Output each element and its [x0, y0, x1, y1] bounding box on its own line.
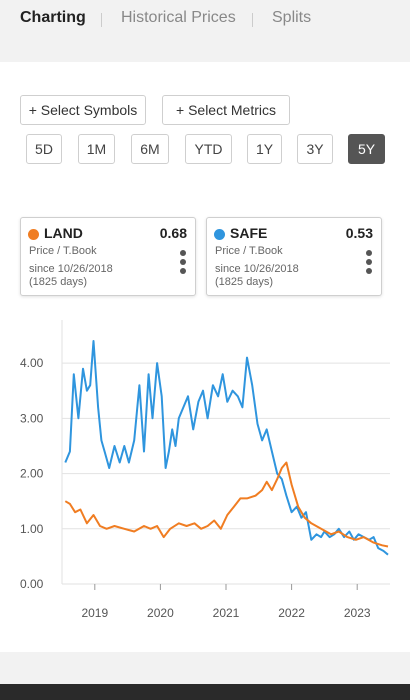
series-line-land: [64, 461, 389, 548]
range-6m-button[interactable]: 6M: [131, 134, 169, 164]
card-metric: Price / T.Book: [215, 245, 283, 257]
symbol-card-land[interactable]: LAND 0.68 Price / T.Book since 10/26/201…: [20, 217, 196, 296]
more-vertical-icon[interactable]: [365, 250, 373, 280]
range-1m-button[interactable]: 1M: [78, 134, 115, 164]
x-tick-label: 2019: [81, 606, 108, 620]
tab-divider: [101, 13, 102, 27]
range-1y-button[interactable]: 1Y: [247, 134, 282, 164]
bottom-bar: [0, 684, 410, 700]
chart-series: [64, 340, 389, 556]
tab-charting[interactable]: Charting: [20, 9, 86, 26]
select-metrics-button[interactable]: + Select Metrics: [162, 95, 290, 125]
y-tick-label: 1.00: [20, 522, 44, 536]
range-ytd-button[interactable]: YTD: [185, 134, 232, 164]
symbol-card-safe[interactable]: SAFE 0.53 Price / T.Book since 10/26/201…: [206, 217, 382, 296]
y-tick-label: 0.00: [20, 577, 44, 591]
x-tick-label: 2020: [147, 606, 174, 620]
series-line-safe: [64, 340, 389, 556]
tab-splits[interactable]: Splits: [272, 9, 312, 26]
safe-color-dot: [214, 229, 225, 240]
x-tick-label: 2021: [213, 606, 240, 620]
tab-divider: [252, 13, 253, 27]
range-5d-button[interactable]: 5D: [26, 134, 62, 164]
range-5y-button[interactable]: 5Y: [348, 134, 385, 164]
x-tick-label: 2022: [278, 606, 305, 620]
card-value: 0.68: [159, 225, 187, 241]
card-symbol: SAFE: [230, 225, 268, 241]
y-tick-label: 4.00: [20, 356, 44, 370]
card-metric: Price / T.Book: [29, 245, 97, 257]
card-since: since 10/26/2018: [215, 263, 299, 275]
y-tick-label: 2.00: [20, 467, 44, 481]
card-days: (1825 days): [215, 276, 274, 288]
x-axis-ticks: 2019 2020 2021 2022 2023: [81, 606, 370, 620]
card-days: (1825 days): [29, 276, 88, 288]
y-tick-label: 3.00: [20, 411, 44, 425]
x-tick-label: 2023: [344, 606, 371, 620]
y-axis-ticks: 0.00 1.00 2.00 3.00 4.00: [20, 356, 44, 591]
tab-bar: Charting Historical Prices Splits: [0, 0, 410, 62]
land-color-dot: [28, 229, 39, 240]
card-symbol: LAND: [44, 225, 83, 241]
range-3y-button[interactable]: 3Y: [297, 134, 333, 164]
chart-grid: [61, 320, 390, 590]
tab-historical-prices[interactable]: Historical Prices: [121, 9, 236, 26]
select-symbols-button[interactable]: + Select Symbols: [20, 95, 146, 125]
card-since: since 10/26/2018: [29, 263, 113, 275]
line-chart: 0.00 1.00 2.00 3.00 4.00 2019 2020 2021 2022 202…: [20, 320, 390, 620]
card-value: 0.53: [345, 225, 373, 241]
more-vertical-icon[interactable]: [179, 250, 187, 280]
